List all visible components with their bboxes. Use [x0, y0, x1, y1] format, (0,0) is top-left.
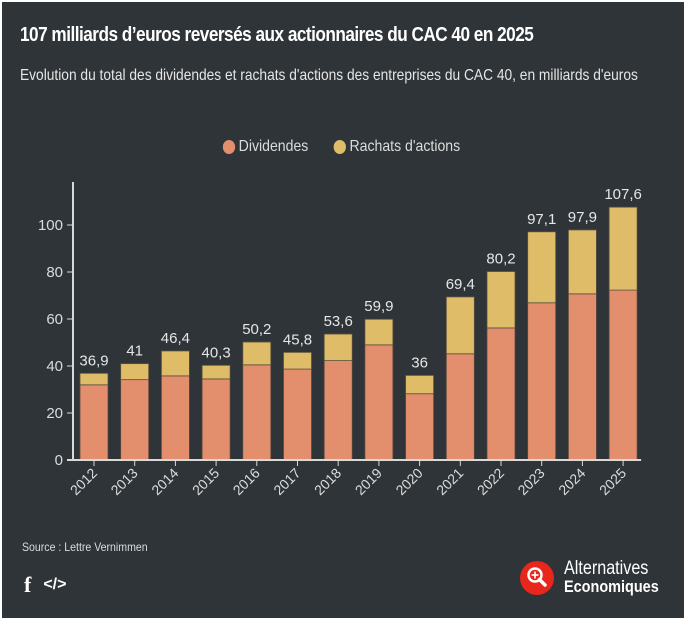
bar-rachats — [120, 363, 150, 381]
alternatives-economiques-logo[interactable]: Alternatives Economiques — [520, 558, 675, 596]
total-data-label: 97,9 — [568, 209, 597, 226]
legend-swatch-dividendes — [223, 140, 236, 154]
x-tick-label: 2023 — [514, 465, 547, 498]
legend-label-dividendes: Dividendes — [238, 138, 309, 155]
total-data-label: 107,6 — [604, 186, 642, 203]
legend-label-rachats: Rachats d'actions — [349, 138, 461, 155]
embed-code-icon[interactable]: </> — [43, 576, 67, 593]
logo-line-2: Economiques — [564, 577, 659, 596]
bar-rachats — [608, 206, 638, 291]
x-tick-label: 2015 — [189, 465, 222, 498]
x-tick-label: 2016 — [230, 465, 263, 498]
bar-dividendes — [405, 393, 435, 461]
bar-dividendes — [283, 368, 312, 461]
bar-dividendes — [160, 375, 190, 461]
bar-dividendes — [486, 327, 516, 461]
y-tick-label: 0 — [55, 452, 63, 469]
bar-dividendes — [201, 378, 231, 461]
magnifier-plus-icon — [520, 561, 554, 595]
bar-rachats — [242, 341, 272, 366]
bar-dividendes — [568, 293, 597, 461]
total-data-label: 53,6 — [324, 313, 353, 330]
x-tick-label: 2017 — [270, 465, 303, 498]
bar-dividendes — [445, 353, 475, 461]
bar-rachats — [79, 372, 109, 386]
bar-rachats — [445, 296, 475, 355]
share-bar: f </> — [24, 572, 66, 598]
total-data-label: 41 — [126, 343, 143, 360]
bar-dividendes — [527, 302, 557, 461]
bar-dividendes — [608, 289, 638, 461]
source-note: Source : Lettre Vernimmen — [22, 540, 148, 554]
legend-item-dividendes[interactable]: Dividendes — [223, 138, 309, 156]
bar-rachats — [364, 318, 394, 346]
x-tick-label: 2025 — [596, 465, 629, 498]
bar-rachats — [568, 229, 597, 295]
bar-dividendes — [242, 364, 272, 461]
x-tick-label: 2018 — [311, 465, 344, 498]
y-tick-label: 100 — [38, 217, 63, 234]
legend: Dividendes Rachats d'actions — [2, 138, 684, 159]
bar-rachats — [160, 350, 190, 377]
y-tick-label: 40 — [46, 358, 63, 375]
total-data-label: 97,1 — [527, 211, 556, 228]
chart-title: 107 milliards d’euros reversés aux actio… — [20, 24, 534, 46]
x-tick-label: 2019 — [352, 465, 385, 498]
logo-line-1: Alternatives — [564, 558, 649, 579]
x-tick-label: 2013 — [107, 465, 140, 498]
bar-dividendes — [323, 360, 353, 461]
bar-dividendes — [120, 379, 150, 461]
total-data-label: 45,8 — [283, 331, 312, 348]
total-data-label: 46,4 — [161, 330, 190, 347]
bar-rachats — [405, 374, 435, 395]
legend-item-rachats[interactable]: Rachats d'actions — [333, 138, 461, 156]
chart-subtitle: Evolution du total des dividendes et rac… — [20, 67, 638, 84]
total-data-label: 50,2 — [242, 321, 271, 338]
total-data-label: 59,9 — [364, 298, 393, 315]
stacked-bar-chart: 0 20 40 60 80 100 36,9 2012 41 2013 46,4 2014 40,3 20… — [38, 182, 642, 498]
y-tick-label: 80 — [46, 264, 63, 281]
bar-dividendes — [364, 344, 394, 461]
y-tick-label: 60 — [46, 311, 63, 328]
x-tick-label: 2024 — [555, 465, 588, 498]
x-tick-label: 2014 — [148, 465, 181, 498]
facebook-icon[interactable]: f — [24, 572, 32, 597]
x-tick-label: 2020 — [392, 465, 425, 498]
total-data-label: 69,4 — [446, 276, 475, 293]
bar-rachats — [486, 271, 516, 329]
x-tick-label: 2012 — [67, 465, 100, 498]
bar-rachats — [283, 351, 312, 370]
bar-rachats — [527, 231, 557, 304]
total-data-label: 40,3 — [201, 344, 230, 361]
total-data-label: 36 — [411, 354, 428, 371]
x-tick-label: 2021 — [433, 465, 466, 498]
total-data-label: 36,9 — [79, 352, 108, 369]
bar-rachats — [323, 333, 353, 361]
bar-dividendes — [79, 384, 109, 461]
x-tick-label: 2022 — [474, 465, 507, 498]
legend-swatch-rachats — [333, 140, 346, 154]
bar-rachats — [201, 364, 231, 380]
y-tick-label: 20 — [46, 405, 63, 422]
total-data-label: 80,2 — [486, 251, 515, 268]
